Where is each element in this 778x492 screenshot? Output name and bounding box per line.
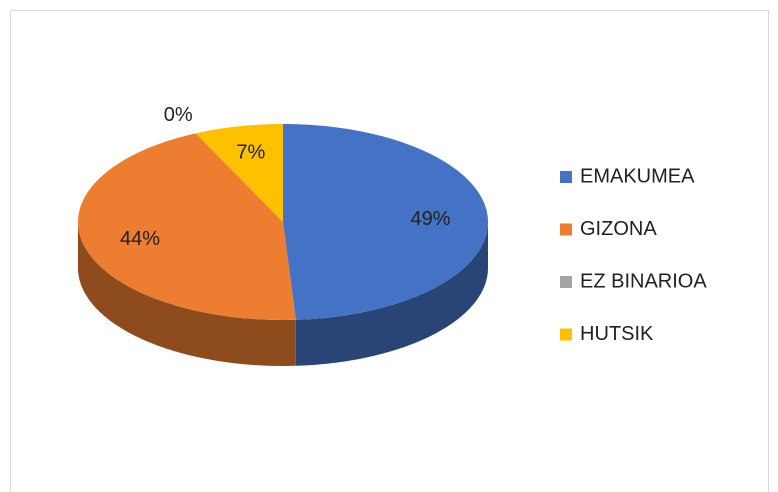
data-label: 44% <box>120 228 160 250</box>
legend-label: EZ BINARIOA <box>580 270 707 292</box>
slice <box>283 124 488 320</box>
legend-swatch <box>560 328 572 341</box>
slice <box>195 124 283 222</box>
slice <box>78 133 296 320</box>
slice-side <box>295 222 488 366</box>
chart-frame <box>10 10 769 492</box>
data-label: 7% <box>236 141 265 163</box>
slice-side <box>78 222 296 366</box>
legend-label: HUTSIK <box>580 323 654 345</box>
legend-label: GIZONA <box>580 218 657 240</box>
data-label: 0% <box>164 104 193 126</box>
data-label: 49% <box>411 208 451 230</box>
legend-label: EMAKUMEA <box>580 165 695 187</box>
legend-swatch <box>560 223 572 236</box>
legend-swatch <box>560 276 572 288</box>
legend-swatch <box>560 171 572 183</box>
